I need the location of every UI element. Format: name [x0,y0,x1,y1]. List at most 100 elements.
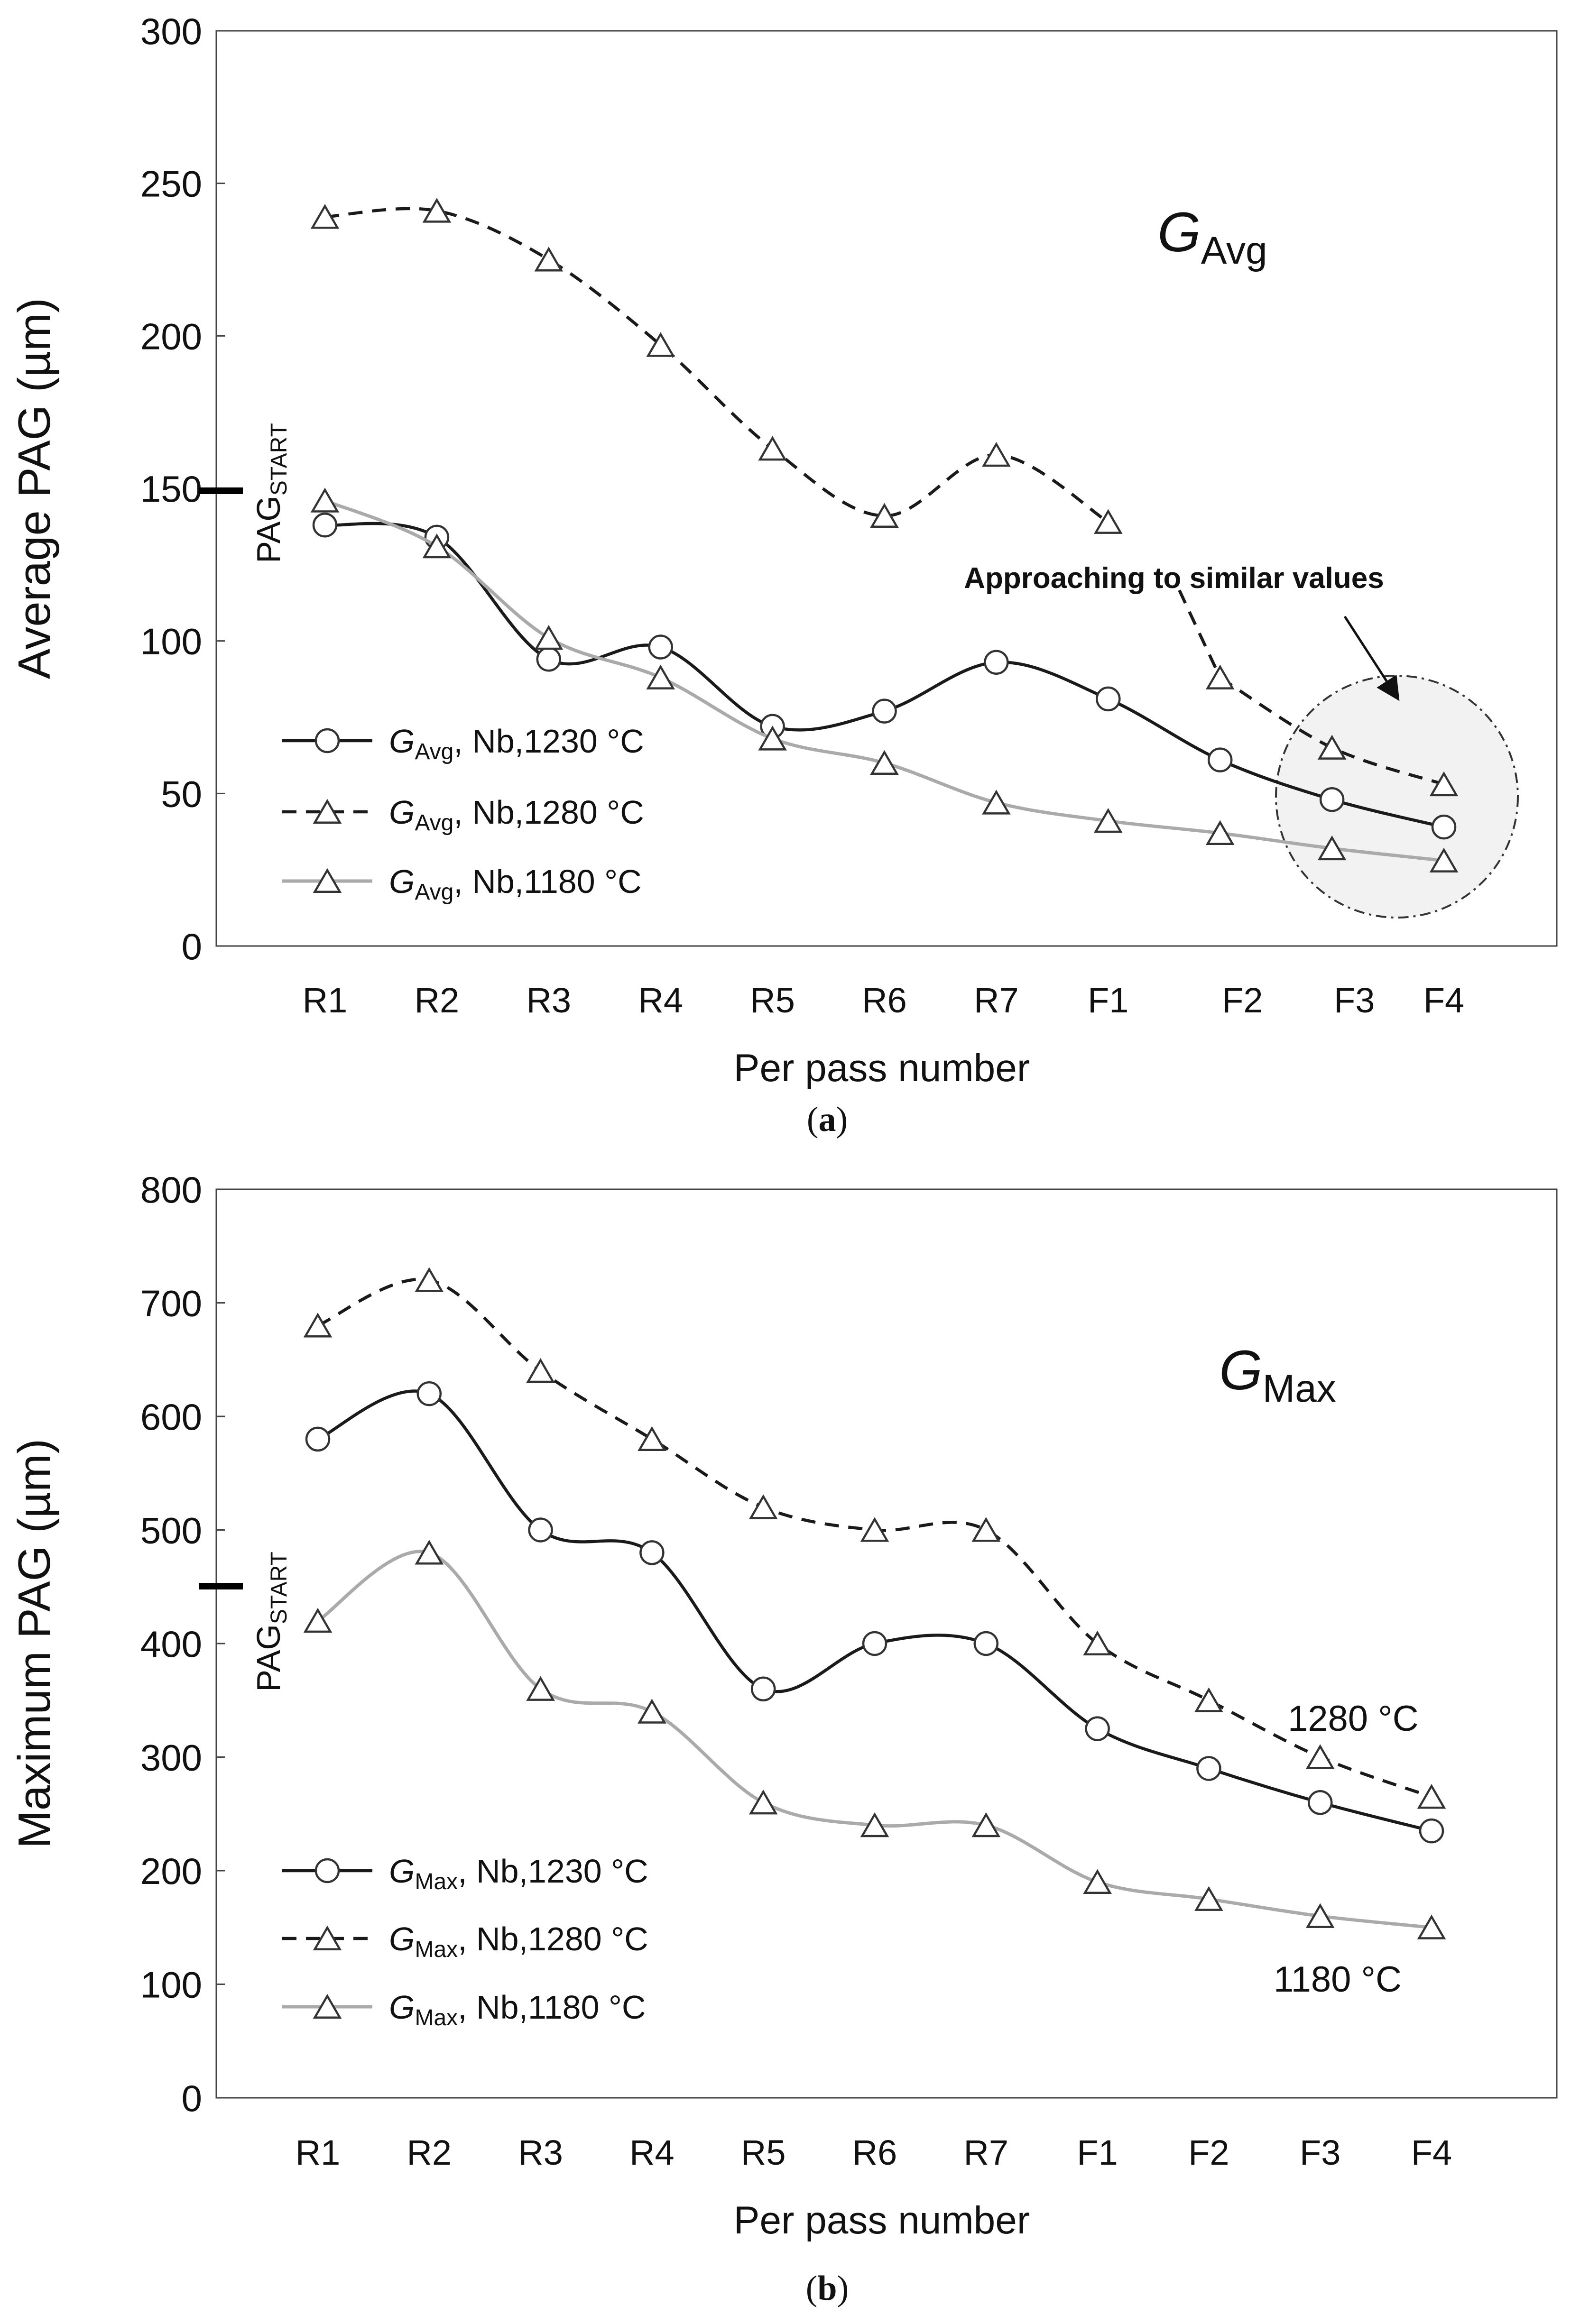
x-tick-label: R1 [303,981,348,1020]
data-point [536,647,562,672]
data-point [758,726,787,751]
x-tick-label: F2 [1188,2133,1229,2172]
data-point [984,650,1009,675]
y-tick-label: 100 [140,621,202,662]
data-point [971,1517,1001,1542]
series-line [317,1550,1432,1929]
data-point [416,1381,442,1406]
data-point [312,512,338,538]
x-tick-label: R3 [526,981,571,1020]
series-annotation: 1180 °C [1274,1959,1402,2000]
legend-label: GAvg, Nb,1230 °C [389,723,644,764]
data-point [973,1631,999,1656]
data-point [1093,808,1123,833]
data-point [872,698,897,724]
annotation-text: Approaching to similar values [964,562,1384,595]
x-tick-label: F3 [1300,2133,1340,2172]
data-point [862,1631,887,1656]
data-point [526,1676,555,1701]
data-point [860,1517,889,1542]
x-tick-label: F3 [1334,981,1375,1020]
corner-label: GMax [1219,1339,1336,1410]
x-tick-label: R5 [750,981,795,1020]
data-point [1207,747,1233,772]
data-point [639,1540,665,1565]
data-point [1307,1790,1333,1815]
series-annotation: 1280 °C [1288,1699,1418,1739]
data-point [534,625,564,650]
data-point [1305,1744,1335,1769]
data-point [1419,1818,1444,1844]
data-point [303,1313,333,1338]
data-point [1194,1886,1223,1911]
x-tick-label: F4 [1423,981,1464,1020]
data-point [758,436,787,461]
data-point [305,1426,331,1452]
x-tick-label: R3 [518,2133,563,2172]
legend-label: GMax, Nb,1230 °C [389,1853,648,1894]
data-point [1429,847,1459,873]
x-tick-label: R6 [852,2133,897,2172]
data-point [310,487,340,513]
series-line [324,207,1109,524]
annotation-arrow [1343,615,1400,701]
data-point [648,634,673,660]
legend-entry: GAvg, Nb,1280 °C [282,794,644,836]
x-tick-label: R7 [974,981,1019,1020]
data-point [749,1790,778,1815]
data-point [1305,1903,1335,1928]
data-point [310,204,340,229]
data-point [534,247,564,272]
data-point [526,1358,555,1383]
data-point [982,790,1011,815]
panel-label: (a) [807,1100,848,1139]
data-point [646,332,675,357]
series-2 [310,487,1459,873]
x-tick-label: R2 [407,2133,452,2172]
series-2 [303,1540,1446,1939]
y-tick-label: 200 [140,315,202,357]
legend-label: GMax, Nb,1280 °C [389,1920,648,1962]
data-point [1429,771,1459,797]
legend-entry: GMax, Nb,1180 °C [282,1989,646,2030]
y-tick-label: 0 [182,2077,202,2119]
data-point [749,1494,778,1519]
x-axis-label: Per pass number [734,1047,1030,1090]
y-axis-label: Average PAG (µm) [9,298,60,679]
data-point [1083,1630,1112,1656]
chart-maximum-pag: 0 100 200 300 400 500 600 700 800 R1 R2 R3 R4 R5 R6 R7 F… [9,1169,1558,2308]
x-tick-label: R5 [741,2133,786,2172]
data-point [1194,1687,1223,1712]
data-point [971,1812,1001,1837]
y-tick-label: 300 [140,1737,202,1779]
legend-label: GAvg, Nb,1280 °C [389,794,644,836]
x-tick-label: F4 [1411,2133,1452,2172]
data-point [422,533,452,559]
x-tick-label: R6 [862,981,907,1020]
data-point [1417,1784,1446,1809]
x-tick-label: R2 [415,981,460,1020]
y-tick-label: 800 [140,1169,202,1211]
data-point [415,1267,444,1292]
data-point [1417,1914,1446,1939]
series-1 [310,198,1459,797]
data-point [1096,686,1121,712]
series-1 [303,1267,1446,1809]
legend-marker [314,1858,340,1883]
data-point [1431,814,1457,840]
y-tick-label: 500 [140,1510,202,1552]
x-tick-label: R4 [638,981,683,1020]
y-tick-label: 150 [140,468,202,510]
data-point [1317,735,1347,760]
corner-label: GAvg [1157,201,1267,272]
data-point [860,1812,889,1837]
data-point [1317,835,1347,861]
data-point [982,441,1011,467]
data-point [646,664,675,689]
data-point [638,1699,666,1724]
legend-marker [313,799,342,824]
y-tick-label: 400 [140,1623,202,1665]
legend-entry: GAvg, Nb,1230 °C [282,723,644,764]
pag-start-label: PAGSTART [250,423,292,563]
